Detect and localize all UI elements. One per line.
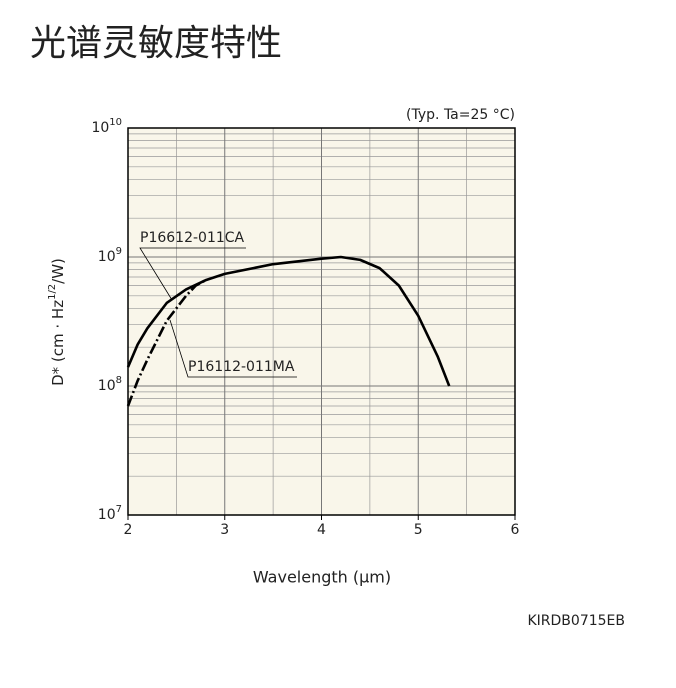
y-tick-label: 107: [98, 504, 122, 523]
y-tick-label: 108: [98, 375, 122, 394]
y-tick-exponent: 9: [116, 246, 122, 257]
y-label-sup: 1/2: [47, 284, 58, 300]
leader-line: [139, 247, 246, 301]
y-tick-exponent: 10: [109, 117, 122, 128]
y-tick-base: 10: [98, 507, 116, 523]
y-axis-label: D* (cm · Hz1/2/W): [47, 258, 67, 386]
series-label: P16112-011MA: [188, 359, 295, 375]
data-line: [126, 279, 207, 407]
x-axis-label: Wavelength (μm): [253, 568, 391, 587]
y-tick-base: 10: [98, 378, 116, 394]
x-tick-label: 5: [414, 522, 423, 538]
subtitle: (Typ. Ta=25 °C): [406, 107, 515, 123]
x-tick-label: 4: [317, 522, 326, 538]
leader-line: [169, 319, 297, 378]
data-line: [126, 255, 451, 387]
y-label-part: /W): [49, 258, 67, 284]
y-label-part: D* (cm · Hz: [49, 300, 67, 386]
chart-title: 光谱灵敏度特性: [30, 23, 282, 64]
footnote: KIRDB0715EB: [527, 613, 625, 629]
x-tick-label: 2: [124, 522, 133, 538]
y-tick-exponent: 7: [116, 504, 122, 515]
x-tick-label: 6: [511, 522, 520, 538]
y-tick-label: 1010: [91, 117, 122, 136]
y-tick-base: 10: [91, 120, 109, 136]
x-tick-label: 3: [220, 522, 229, 538]
y-tick-base: 10: [98, 249, 116, 265]
y-tick-exponent: 8: [116, 375, 122, 386]
y-tick-label: 109: [98, 246, 122, 265]
plot-frame: [127, 127, 516, 516]
series-label: P16612-011CA: [140, 230, 245, 246]
